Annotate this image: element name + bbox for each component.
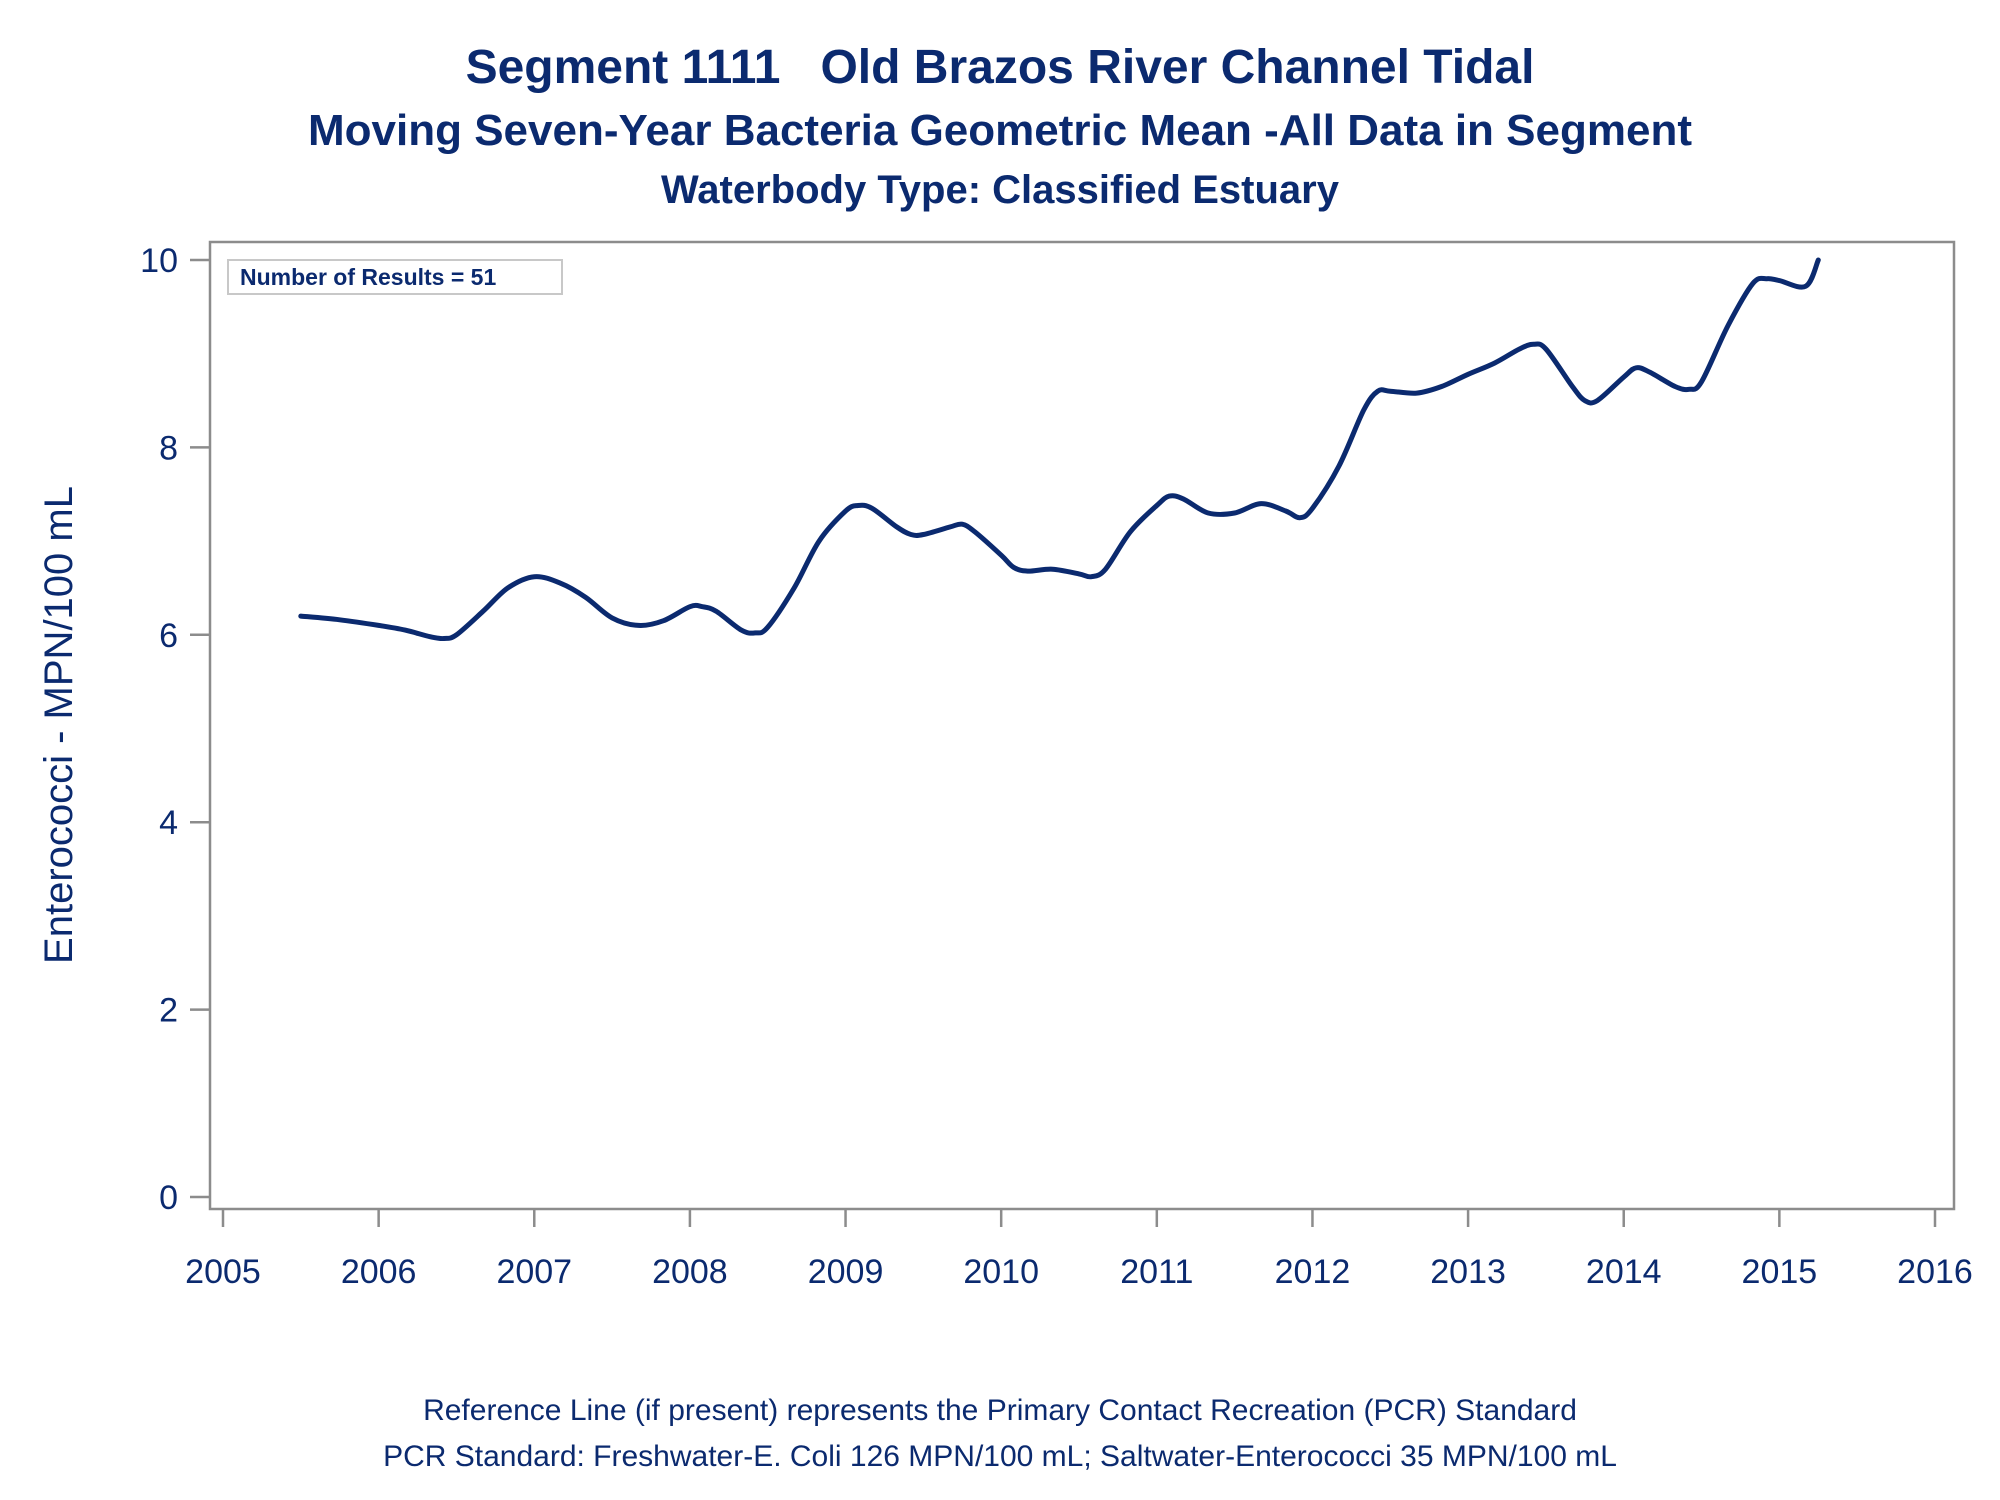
results-count-box: Number of Results = 51 <box>227 259 563 295</box>
series-line-enterococci-mean <box>298 257 1821 642</box>
plot-frame <box>208 240 1956 1211</box>
y-tick-label: 8 <box>159 429 178 467</box>
results-count-label: Number of Results = 51 <box>240 264 496 290</box>
x-tick-label: 2006 <box>341 1253 417 1291</box>
chart-subtitle: Moving Seven-Year Bacteria Geometric Mea… <box>308 106 1692 155</box>
x-tick-label: 2009 <box>808 1253 884 1291</box>
y-axis-label: Enterococci - MPN/100 mL <box>37 486 81 964</box>
chart-subtitle-waterbody: Waterbody Type: Classified Estuary <box>661 168 1339 212</box>
y-axis: 0 2 4 6 8 10 <box>140 242 210 1217</box>
x-tick-label: 2016 <box>1897 1253 1973 1291</box>
x-tick-label: 2010 <box>963 1253 1039 1291</box>
x-tick-label: 2013 <box>1430 1253 1506 1291</box>
x-tick-label: 2014 <box>1586 1253 1662 1291</box>
footnote-reference-line: Reference Line (if present) represents t… <box>423 1394 1577 1427</box>
x-tick-label: 2011 <box>1120 1253 1193 1291</box>
x-tick-label: 2015 <box>1742 1253 1818 1291</box>
y-tick-label: 10 <box>140 242 178 280</box>
y-tick-label: 2 <box>159 992 178 1030</box>
chart-title: Segment 1111 Old Brazos River Channel Ti… <box>465 41 1535 94</box>
x-tick-label: 2012 <box>1275 1253 1351 1291</box>
x-tick-label: 2007 <box>496 1253 572 1291</box>
x-tick-label: 2005 <box>185 1253 261 1291</box>
y-tick-label: 4 <box>159 804 178 842</box>
y-tick-label: 6 <box>159 617 178 655</box>
y-tick-label: 0 <box>159 1179 178 1217</box>
x-tick-label: 2008 <box>652 1253 728 1291</box>
x-axis: 2005 2006 2007 2008 2009 2010 2011 2012 2013 2014… <box>185 1209 1973 1291</box>
footnote-pcr-standard: PCR Standard: Freshwater-E. Coli 126 MPN… <box>383 1440 1617 1473</box>
